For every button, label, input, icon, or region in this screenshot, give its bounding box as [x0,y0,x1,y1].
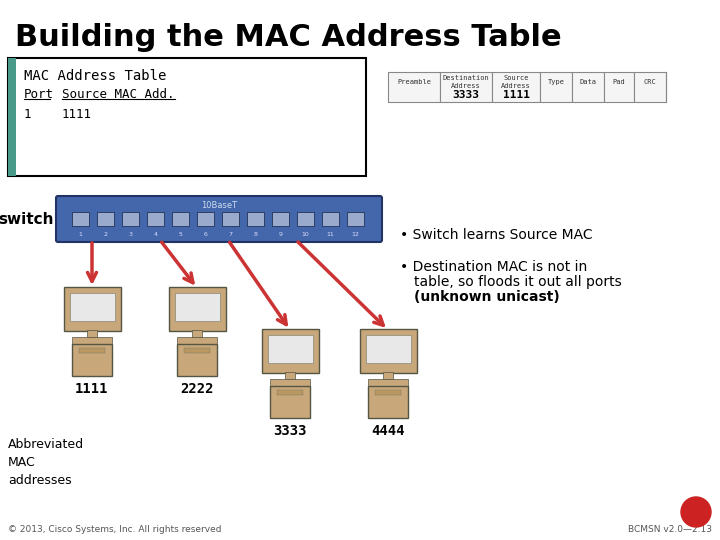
Text: 3: 3 [128,232,132,237]
FancyBboxPatch shape [368,379,408,386]
FancyBboxPatch shape [8,58,366,176]
Text: Source
Address: Source Address [501,76,531,89]
Text: 2: 2 [104,232,107,237]
Text: 11: 11 [327,232,334,237]
FancyBboxPatch shape [285,372,295,379]
FancyBboxPatch shape [261,329,318,373]
FancyBboxPatch shape [297,212,314,226]
FancyBboxPatch shape [634,72,666,102]
Text: 4: 4 [153,232,158,237]
Text: 3333: 3333 [274,424,307,438]
Text: 1111: 1111 [76,382,109,396]
FancyBboxPatch shape [72,212,89,226]
FancyBboxPatch shape [197,212,214,226]
FancyBboxPatch shape [72,337,112,344]
Text: Source MAC Add.: Source MAC Add. [62,89,174,102]
FancyBboxPatch shape [192,330,202,337]
Text: 12: 12 [351,232,359,237]
FancyBboxPatch shape [440,72,492,102]
FancyBboxPatch shape [366,335,410,363]
FancyBboxPatch shape [540,72,572,102]
Text: 9: 9 [279,232,282,237]
FancyBboxPatch shape [172,212,189,226]
Text: 8: 8 [253,232,258,237]
Text: Pad: Pad [613,79,626,85]
FancyBboxPatch shape [272,212,289,226]
Text: 1: 1 [78,232,82,237]
FancyBboxPatch shape [63,287,120,331]
FancyBboxPatch shape [368,386,408,418]
Text: 4444: 4444 [372,424,405,438]
FancyBboxPatch shape [8,58,16,176]
FancyBboxPatch shape [604,72,634,102]
FancyBboxPatch shape [87,330,97,337]
Text: switch: switch [0,212,54,226]
FancyBboxPatch shape [359,329,416,373]
Text: 7: 7 [228,232,233,237]
Text: 1111: 1111 [503,90,529,100]
FancyBboxPatch shape [122,212,139,226]
Text: • Destination MAC is not in: • Destination MAC is not in [400,260,588,274]
Text: 6: 6 [204,232,207,237]
Text: Port: Port [24,89,54,102]
Text: Preamble: Preamble [397,79,431,85]
FancyBboxPatch shape [268,335,312,363]
Text: Abbreviated
MAC
addresses: Abbreviated MAC addresses [8,438,84,487]
FancyBboxPatch shape [70,293,114,321]
FancyBboxPatch shape [277,390,303,395]
FancyBboxPatch shape [79,348,105,353]
FancyBboxPatch shape [347,212,364,226]
FancyBboxPatch shape [184,348,210,353]
Text: 2222: 2222 [180,382,214,396]
FancyBboxPatch shape [322,212,339,226]
FancyBboxPatch shape [177,344,217,376]
FancyBboxPatch shape [572,72,604,102]
FancyBboxPatch shape [492,72,540,102]
FancyBboxPatch shape [375,390,401,395]
Text: Type: Type [547,79,564,85]
FancyBboxPatch shape [147,212,164,226]
Text: Building the MAC Address Table: Building the MAC Address Table [15,24,562,52]
Text: 1111: 1111 [62,109,92,122]
Text: CRC: CRC [644,79,657,85]
Text: • Switch learns Source MAC: • Switch learns Source MAC [400,228,593,242]
FancyBboxPatch shape [174,293,220,321]
Text: 5: 5 [179,232,182,237]
Text: Data: Data [580,79,596,85]
FancyBboxPatch shape [97,212,114,226]
Text: (unknown unicast): (unknown unicast) [414,290,559,304]
FancyBboxPatch shape [247,212,264,226]
Text: 10BaseT: 10BaseT [201,201,237,211]
Circle shape [681,497,711,527]
FancyBboxPatch shape [72,344,112,376]
FancyBboxPatch shape [383,372,393,379]
FancyBboxPatch shape [168,287,225,331]
Text: table, so floods it out all ports: table, so floods it out all ports [414,275,622,289]
Text: Destination
Address: Destination Address [443,76,490,89]
FancyBboxPatch shape [222,212,239,226]
Text: BCMSN v2.0—2.13: BCMSN v2.0—2.13 [628,525,712,534]
FancyBboxPatch shape [270,379,310,386]
Text: 10: 10 [302,232,310,237]
FancyBboxPatch shape [56,196,382,242]
FancyBboxPatch shape [270,386,310,418]
Text: © 2013, Cisco Systems, Inc. All rights reserved: © 2013, Cisco Systems, Inc. All rights r… [8,525,222,534]
Text: 3333: 3333 [452,90,480,100]
FancyBboxPatch shape [388,72,440,102]
FancyBboxPatch shape [177,337,217,344]
Text: MAC Address Table: MAC Address Table [24,69,166,83]
Text: 1: 1 [24,109,32,122]
